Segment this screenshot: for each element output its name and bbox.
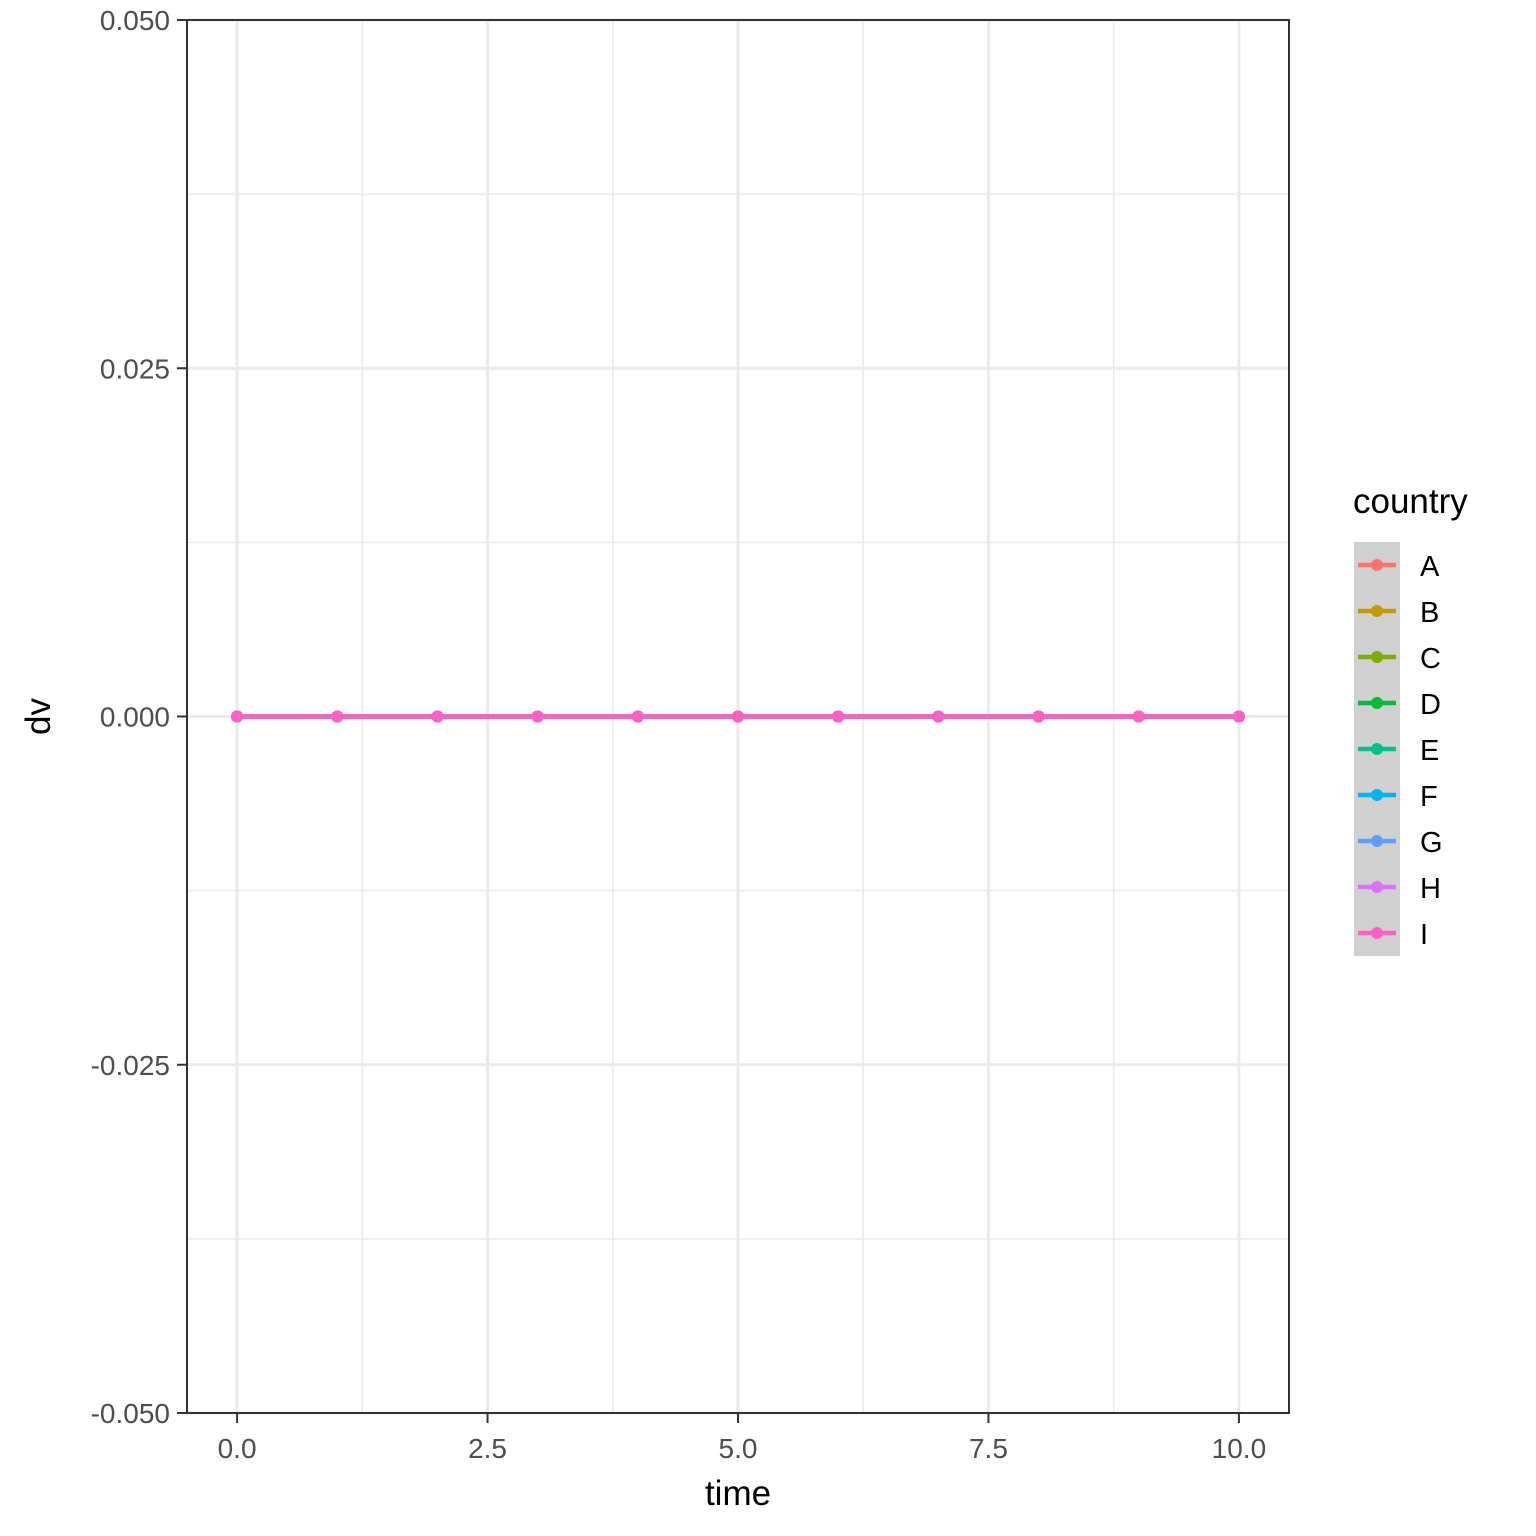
y-tick-label: 0.050 [100,5,170,36]
data-point [732,710,744,723]
legend-label: F [1420,781,1438,813]
legend-item-A: A [1358,551,1440,583]
legend-item-E: E [1358,735,1439,767]
legend-label: B [1420,597,1439,629]
legend-item-F: F [1358,781,1438,813]
series-I [231,710,1245,723]
data-point [231,710,244,723]
data-point [932,710,945,723]
series-layer [231,710,1245,723]
y-tick-label: -0.050 [91,1398,170,1429]
legend-label: E [1420,735,1439,767]
y-axis: -0.050 -0.025 0.000 0.025 0.050 [91,5,187,1429]
legend-item-I: I [1358,919,1428,951]
data-point [631,710,644,723]
data-point [1032,710,1045,723]
legend-label: H [1420,873,1441,905]
legend-key-point [1371,559,1383,571]
y-tick-label: 0.000 [100,702,170,733]
y-axis-label: dv [19,698,58,735]
legend-key-point [1371,743,1383,755]
x-tick-label: 2.5 [468,1433,507,1464]
legend-key-point [1371,835,1383,847]
y-tick-label: -0.025 [91,1050,170,1081]
data-point [1132,710,1145,723]
data-point [431,710,444,723]
legend-key-point [1371,789,1383,801]
x-axis: 0.0 2.5 5.0 7.5 10.0 [218,1413,1267,1464]
legend-item-D: D [1358,689,1441,721]
legend-key-point [1371,927,1383,939]
x-tick-label: 7.5 [969,1433,1008,1464]
legend-label: A [1420,551,1440,583]
legend-key-point [1371,651,1383,663]
data-point [531,710,544,723]
legend-label: D [1420,689,1441,721]
y-tick-label: 0.025 [100,353,170,384]
legend-item-G: G [1358,827,1443,859]
legend-key-point [1371,881,1383,893]
x-axis-label: time [705,1474,771,1513]
legend-key-point [1371,697,1383,709]
legend-item-C: C [1358,643,1441,675]
x-tick-label: 0.0 [218,1433,257,1464]
legend-label: C [1420,643,1441,675]
legend-label: G [1420,827,1443,859]
legend-label: I [1420,919,1428,951]
data-point [832,710,845,723]
x-tick-label: 5.0 [719,1433,758,1464]
legend-key-point [1371,605,1383,617]
x-tick-label: 10.0 [1212,1433,1267,1464]
legend-item-B: B [1358,597,1439,629]
legend-item-H: H [1358,873,1441,905]
data-point [1232,710,1245,723]
data-point [331,710,344,723]
legend-title: country [1353,482,1468,521]
